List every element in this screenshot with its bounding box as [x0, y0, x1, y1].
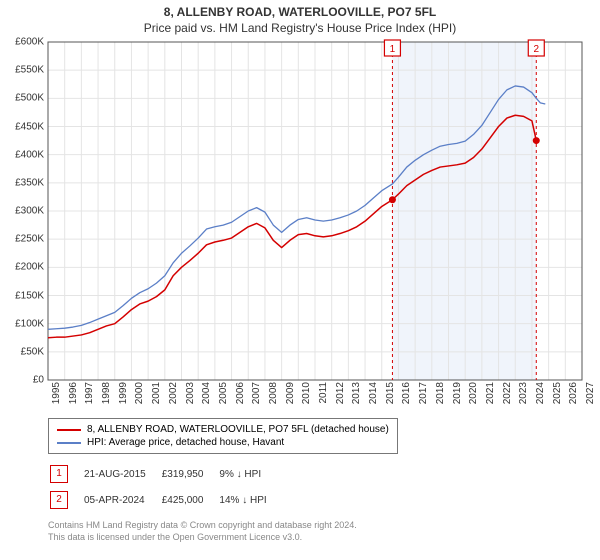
- y-tick-label: £300K: [0, 206, 44, 217]
- y-tick-label: £500K: [0, 93, 44, 104]
- marker-delta: 14% ↓ HPI: [219, 488, 280, 512]
- x-tick-label: 2004: [201, 382, 212, 412]
- svg-text:1: 1: [390, 44, 396, 55]
- footer-line: Contains HM Land Registry data © Crown c…: [48, 520, 357, 532]
- x-tick-label: 2024: [535, 382, 546, 412]
- x-tick-label: 2005: [218, 382, 229, 412]
- marker-badge: 1: [50, 465, 68, 483]
- y-tick-label: £250K: [0, 234, 44, 245]
- x-tick-label: 2000: [134, 382, 145, 412]
- x-tick-label: 2022: [502, 382, 513, 412]
- legend-item: HPI: Average price, detached house, Hava…: [57, 436, 389, 449]
- x-tick-label: 2011: [318, 382, 329, 412]
- x-tick-label: 1996: [68, 382, 79, 412]
- marker-delta: 9% ↓ HPI: [219, 462, 280, 486]
- marker-date: 21-AUG-2015: [84, 462, 160, 486]
- x-tick-label: 2026: [568, 382, 579, 412]
- x-tick-label: 1999: [118, 382, 129, 412]
- x-tick-label: 2001: [151, 382, 162, 412]
- x-tick-label: 2012: [335, 382, 346, 412]
- x-tick-label: 2007: [251, 382, 262, 412]
- x-tick-label: 2023: [518, 382, 529, 412]
- marker-row: 1 21-AUG-2015£319,9509% ↓ HPI: [50, 462, 281, 486]
- x-tick-label: 2021: [485, 382, 496, 412]
- footer-attribution: Contains HM Land Registry data © Crown c…: [48, 520, 357, 543]
- x-tick-label: 1997: [84, 382, 95, 412]
- y-tick-label: £450K: [0, 121, 44, 132]
- x-tick-label: 2006: [235, 382, 246, 412]
- x-tick-label: 2027: [585, 382, 596, 412]
- x-tick-label: 2025: [552, 382, 563, 412]
- legend-label: HPI: Average price, detached house, Hava…: [87, 437, 284, 448]
- x-tick-label: 2016: [401, 382, 412, 412]
- legend-label: 8, ALLENBY ROAD, WATERLOOVILLE, PO7 5FL …: [87, 424, 389, 435]
- y-tick-label: £600K: [0, 37, 44, 48]
- x-tick-label: 2020: [468, 382, 479, 412]
- marker-table: 1 21-AUG-2015£319,9509% ↓ HPI 2 05-APR-2024…: [48, 460, 283, 514]
- legend-swatch: [57, 442, 81, 444]
- y-tick-label: £200K: [0, 262, 44, 273]
- y-tick-label: £50K: [0, 346, 44, 357]
- footer-line: This data is licensed under the Open Gov…: [48, 532, 357, 544]
- x-tick-label: 2014: [368, 382, 379, 412]
- x-tick-label: 2018: [435, 382, 446, 412]
- x-tick-label: 1995: [51, 382, 62, 412]
- x-tick-label: 2009: [285, 382, 296, 412]
- marker-price: £425,000: [162, 488, 218, 512]
- legend-swatch: [57, 429, 81, 431]
- svg-text:2: 2: [533, 44, 539, 55]
- y-tick-label: £150K: [0, 290, 44, 301]
- x-tick-label: 2017: [418, 382, 429, 412]
- x-tick-label: 2019: [452, 382, 463, 412]
- y-tick-label: £400K: [0, 149, 44, 160]
- x-tick-label: 2013: [351, 382, 362, 412]
- x-tick-label: 2002: [168, 382, 179, 412]
- marker-row: 2 05-APR-2024£425,00014% ↓ HPI: [50, 488, 281, 512]
- x-tick-label: 1998: [101, 382, 112, 412]
- legend: 8, ALLENBY ROAD, WATERLOOVILLE, PO7 5FL …: [48, 418, 398, 454]
- y-tick-label: £350K: [0, 177, 44, 188]
- y-tick-label: £100K: [0, 318, 44, 329]
- x-tick-label: 2003: [185, 382, 196, 412]
- marker-price: £319,950: [162, 462, 218, 486]
- legend-item: 8, ALLENBY ROAD, WATERLOOVILLE, PO7 5FL …: [57, 423, 389, 436]
- y-tick-label: £0: [0, 375, 44, 386]
- x-tick-label: 2008: [268, 382, 279, 412]
- x-tick-label: 2010: [301, 382, 312, 412]
- x-tick-label: 2015: [385, 382, 396, 412]
- y-tick-label: £550K: [0, 65, 44, 76]
- marker-date: 05-APR-2024: [84, 488, 160, 512]
- marker-badge: 2: [50, 491, 68, 509]
